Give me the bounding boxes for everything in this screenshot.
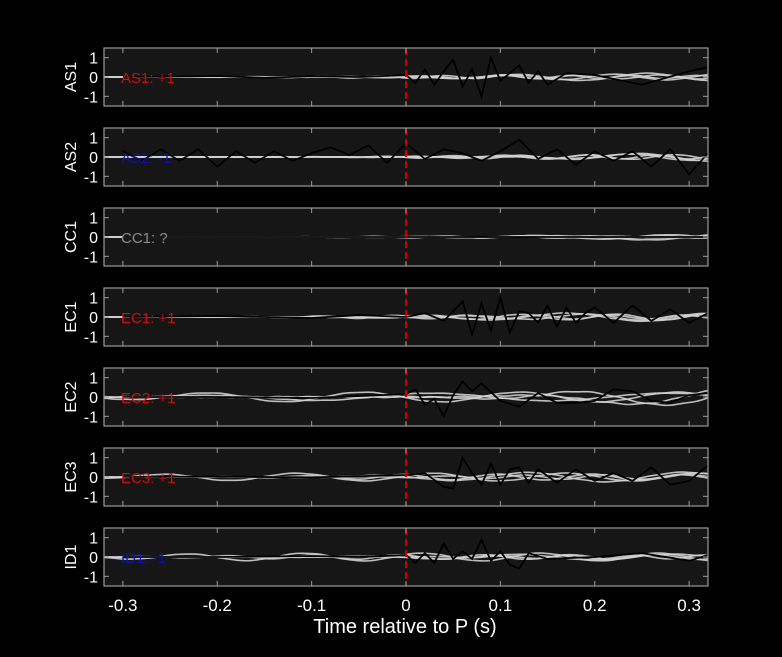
y-tick-label: 0 <box>89 70 98 87</box>
y-tick-label: 1 <box>89 131 98 148</box>
station-label: EC3 <box>63 461 80 492</box>
station-label: CC1 <box>63 221 80 253</box>
y-tick-label: -1 <box>84 489 98 506</box>
reference-trace <box>122 380 708 419</box>
y-tick-label: 0 <box>89 230 98 247</box>
y-tick-label: 0 <box>89 390 98 407</box>
x-tick-label: -0.2 <box>203 596 232 615</box>
x-tick-label: 0.1 <box>489 596 513 615</box>
station-label: EC1 <box>63 301 80 332</box>
y-tick-label: 0 <box>89 150 98 167</box>
waveform-trace <box>104 152 708 163</box>
y-tick-label: 1 <box>89 531 98 548</box>
polarity-label: AS2: -1 <box>121 150 171 167</box>
station-label: AS1 <box>63 62 80 92</box>
y-tick-label: -1 <box>84 89 98 106</box>
y-tick-label: 1 <box>89 211 98 228</box>
x-axis: -0.3 -0.2 -0.1 0 0.1 0.2 0.3 <box>108 596 701 615</box>
y-tick-label: 1 <box>89 51 98 68</box>
x-tick-label: -0.3 <box>108 596 137 615</box>
reference-trace <box>122 54 708 100</box>
polarity-label: AS1: +1 <box>121 70 175 87</box>
y-tick-label: -1 <box>84 169 98 186</box>
y-tick-label: 0 <box>89 310 98 327</box>
y-tick-label: 1 <box>89 451 98 468</box>
x-tick-label: -0.1 <box>297 596 326 615</box>
y-tick-label: -1 <box>84 329 98 346</box>
station-label: ID1 <box>63 544 80 569</box>
y-tick-label: -1 <box>84 409 98 426</box>
polarity-label: EC1: +1 <box>121 310 176 327</box>
reference-trace <box>122 294 708 338</box>
station-label: EC2 <box>63 381 80 412</box>
polarity-label: EC3: +1 <box>121 470 176 487</box>
y-tick-label: -1 <box>84 249 98 266</box>
y-tick-label: 1 <box>89 371 98 388</box>
reference-trace <box>122 537 708 570</box>
station-label: AS2 <box>63 142 80 172</box>
x-tick-label: 0.3 <box>677 596 701 615</box>
y-tick-label: -1 <box>84 569 98 586</box>
x-axis-label: Time relative to P (s) <box>313 616 496 638</box>
y-tick-label: 0 <box>89 550 98 567</box>
x-tick-label: 0.2 <box>583 596 607 615</box>
polarity-label: EC2: +1 <box>121 390 176 407</box>
y-tick-label: 1 <box>89 291 98 308</box>
x-tick-label: 0 <box>401 596 410 615</box>
polarity-label: CC1: ? <box>121 230 168 247</box>
reference-trace <box>122 138 708 176</box>
reference-trace <box>122 455 708 490</box>
y-tick-label: 0 <box>89 470 98 487</box>
polarity-label: ID1: -1 <box>121 550 166 567</box>
